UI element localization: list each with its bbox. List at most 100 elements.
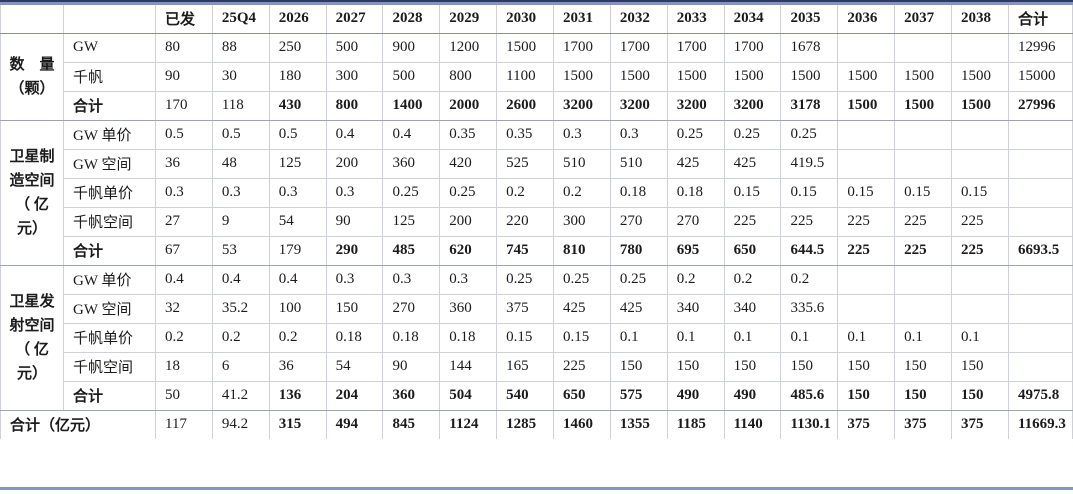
value-cell-footer: 1460 <box>553 410 611 439</box>
value-cell <box>837 120 895 150</box>
value-cell: 180 <box>268 62 327 92</box>
value-cell: 490 <box>666 381 725 411</box>
value-cell: 0.25 <box>723 120 781 150</box>
value-cell: 1400 <box>382 91 440 121</box>
value-cell <box>1008 149 1073 179</box>
column-header: 2036 <box>837 5 895 34</box>
value-cell: 425 <box>723 149 781 179</box>
table-row: 合计 67 53 179 290 485 620 745 810 780 695 650 644.5 22… <box>1 236 1073 266</box>
value-cell: 430 <box>268 91 327 121</box>
value-cell: 300 <box>325 62 383 92</box>
table-row: 千帆空间 18 6 36 54 90 144 165 225 150 150 150 150 150 150… <box>1 352 1073 382</box>
value-cell: 0.1 <box>837 323 895 353</box>
value-cell <box>894 33 952 63</box>
value-cell: 900 <box>382 33 440 63</box>
column-header: 2032 <box>609 5 668 34</box>
value-cell: 1500 <box>780 62 838 92</box>
value-cell: 0.25 <box>609 265 668 295</box>
value-cell <box>894 120 952 150</box>
value-cell: 3200 <box>609 91 668 121</box>
value-cell: 15000 <box>1008 62 1073 92</box>
value-cell: 504 <box>439 381 497 411</box>
value-cell: 0.5 <box>268 120 327 150</box>
value-cell: 0.15 <box>553 323 611 353</box>
value-cell: 419.5 <box>780 149 838 179</box>
table-row: 千帆单价 0.2 0.2 0.2 0.18 0.18 0.18 0.15 0.15 0.1 0.1 0… <box>1 323 1073 353</box>
value-cell: 54 <box>268 207 327 237</box>
column-header: 合计 <box>1008 5 1073 34</box>
value-cell: 300 <box>553 207 611 237</box>
value-cell: 0.4 <box>382 120 440 150</box>
row-label: 千帆 <box>63 62 156 92</box>
value-cell-footer: 1185 <box>666 410 725 439</box>
value-cell: 0.1 <box>723 323 781 353</box>
value-cell: 290 <box>325 236 383 266</box>
value-cell: 0.4 <box>268 265 327 295</box>
value-cell: 0.15 <box>951 178 1009 208</box>
value-cell <box>1008 120 1073 150</box>
value-cell: 150 <box>837 352 895 382</box>
value-cell: 0.25 <box>439 178 497 208</box>
column-header: 2030 <box>496 5 554 34</box>
value-cell: 0.2 <box>211 323 270 353</box>
row-label: GW 空间 <box>63 149 156 179</box>
column-header: 2034 <box>723 5 781 34</box>
column-header: 2035 <box>780 5 838 34</box>
value-cell <box>951 120 1009 150</box>
value-cell: 810 <box>553 236 611 266</box>
value-cell: 0.25 <box>382 178 440 208</box>
value-cell: 1678 <box>780 33 838 63</box>
value-cell: 125 <box>268 149 327 179</box>
value-cell: 6 <box>211 352 270 382</box>
value-cell: 1700 <box>609 33 668 63</box>
column-header: 2026 <box>268 5 327 34</box>
value-cell: 3178 <box>780 91 838 121</box>
value-cell: 12996 <box>1008 33 1073 63</box>
value-cell <box>894 149 952 179</box>
value-cell: 0.2 <box>268 323 327 353</box>
value-cell: 540 <box>496 381 554 411</box>
value-cell: 27996 <box>1008 91 1073 121</box>
value-cell: 0.1 <box>894 323 952 353</box>
value-cell <box>894 265 952 295</box>
value-cell: 90 <box>325 207 383 237</box>
value-cell: 335.6 <box>780 294 838 324</box>
row-label: GW <box>63 33 156 63</box>
table-row: 卫星发 射空间 （ 亿 元） GW 单价 0.4 0.4 0.4 0.3 0.3 0.3 0.2… <box>0 265 1073 411</box>
value-cell-footer: 94.2 <box>211 410 270 439</box>
value-cell: 0.25 <box>666 120 725 150</box>
value-cell: 200 <box>325 149 383 179</box>
value-cell: 360 <box>382 381 440 411</box>
value-cell: 150 <box>780 352 838 382</box>
value-cell: 270 <box>609 207 668 237</box>
table-row: 卫星制 造空间 （ 亿 元） GW 单价 0.5 0.5 0.5 0.4 0.4 0.35 0.… <box>0 120 1073 266</box>
table-row: GW 空间 36 48 125 200 360 420 525 510 510 425 425 419.… <box>1 149 1073 179</box>
value-cell: 0.18 <box>439 323 497 353</box>
value-cell: 150 <box>666 352 725 382</box>
value-cell: 0.3 <box>382 265 440 295</box>
footer-label: 合计（亿元） <box>0 410 156 439</box>
value-cell: 30 <box>211 62 270 92</box>
value-cell: 0.3 <box>268 178 327 208</box>
value-cell: 0.15 <box>780 178 838 208</box>
value-cell: 36 <box>155 149 213 179</box>
value-cell: 1500 <box>496 33 554 63</box>
value-cell: 644.5 <box>780 236 838 266</box>
value-cell <box>951 265 1009 295</box>
value-cell: 575 <box>609 381 668 411</box>
value-cell: 270 <box>666 207 725 237</box>
value-cell: 650 <box>723 236 781 266</box>
table-row: 千帆 90 30 180 300 500 800 1100 1500 1500 1500 1500 15… <box>1 62 1073 92</box>
value-cell: 360 <box>382 149 440 179</box>
value-cell: 0.2 <box>780 265 838 295</box>
value-cell-footer: 494 <box>325 410 383 439</box>
top-rule-dark-line <box>0 0 1073 2</box>
value-cell: 485.6 <box>780 381 838 411</box>
value-cell: 745 <box>496 236 554 266</box>
value-cell: 0.18 <box>382 323 440 353</box>
value-cell: 50 <box>155 381 213 411</box>
column-header: 2031 <box>553 5 611 34</box>
value-cell <box>837 149 895 179</box>
value-cell: 1500 <box>951 62 1009 92</box>
